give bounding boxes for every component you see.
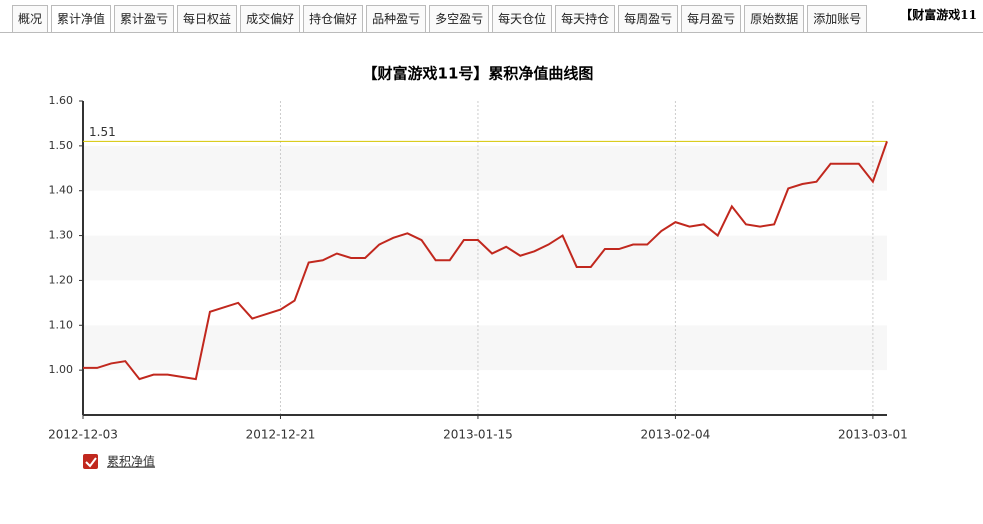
tab[interactable]: 多空盈亏: [429, 5, 490, 32]
tab[interactable]: 每周盈亏: [618, 5, 679, 32]
tab[interactable]: 累计盈亏: [114, 5, 175, 32]
y-tick-label: 1.60: [49, 94, 74, 107]
x-tick-label: 2013-02-04: [641, 428, 711, 442]
series-line: [83, 141, 888, 381]
tab[interactable]: 成交偏好: [240, 5, 301, 32]
y-tick-label: 1.20: [49, 273, 74, 286]
tab[interactable]: 持仓偏好: [303, 5, 364, 32]
tab[interactable]: 品种盈亏: [366, 5, 427, 32]
tab[interactable]: 每天仓位: [492, 5, 553, 32]
tab-bar: 概况 累计净值 累计盈亏 每日权益 成交偏好 持仓偏好 品种盈亏 多空盈亏 每天仓位 每天持仓 每周…: [12, 5, 868, 33]
grid-band: [83, 145, 887, 191]
tab[interactable]: 概况: [12, 5, 49, 32]
y-tick-label: 1.30: [49, 229, 74, 242]
tab[interactable]: 添加账号: [807, 5, 868, 32]
x-tick-label: 2012-12-21: [246, 428, 316, 442]
tab[interactable]: 累计净值: [51, 5, 112, 33]
x-tick-label: 2013-01-15: [443, 428, 513, 442]
header-text: 【财富游戏11: [900, 8, 977, 22]
x-tick-label: 2013-03-01: [838, 428, 908, 442]
mark-line-label: 1.51: [89, 125, 116, 139]
legend-label[interactable]: 累积净值: [107, 454, 155, 469]
grid-band: [83, 235, 887, 281]
grid-band: [83, 325, 887, 371]
tab-divider: [0, 32, 983, 33]
tab[interactable]: 原始数据: [744, 5, 805, 32]
y-tick-label: 1.00: [49, 363, 74, 376]
legend-checkbox[interactable]: [83, 454, 98, 469]
tab[interactable]: 每天持仓: [555, 5, 616, 32]
y-tick-label: 1.50: [49, 139, 74, 152]
tab[interactable]: 每日权益: [177, 5, 238, 32]
chart-title: 【财富游戏11号】累积净值曲线图: [363, 65, 594, 83]
y-tick-label: 1.40: [49, 184, 74, 197]
legend-check: [85, 457, 97, 468]
y-tick-label: 1.10: [49, 318, 74, 331]
x-tick-label: 2012-12-03: [48, 428, 118, 442]
tab[interactable]: 每月盈亏: [681, 5, 742, 32]
